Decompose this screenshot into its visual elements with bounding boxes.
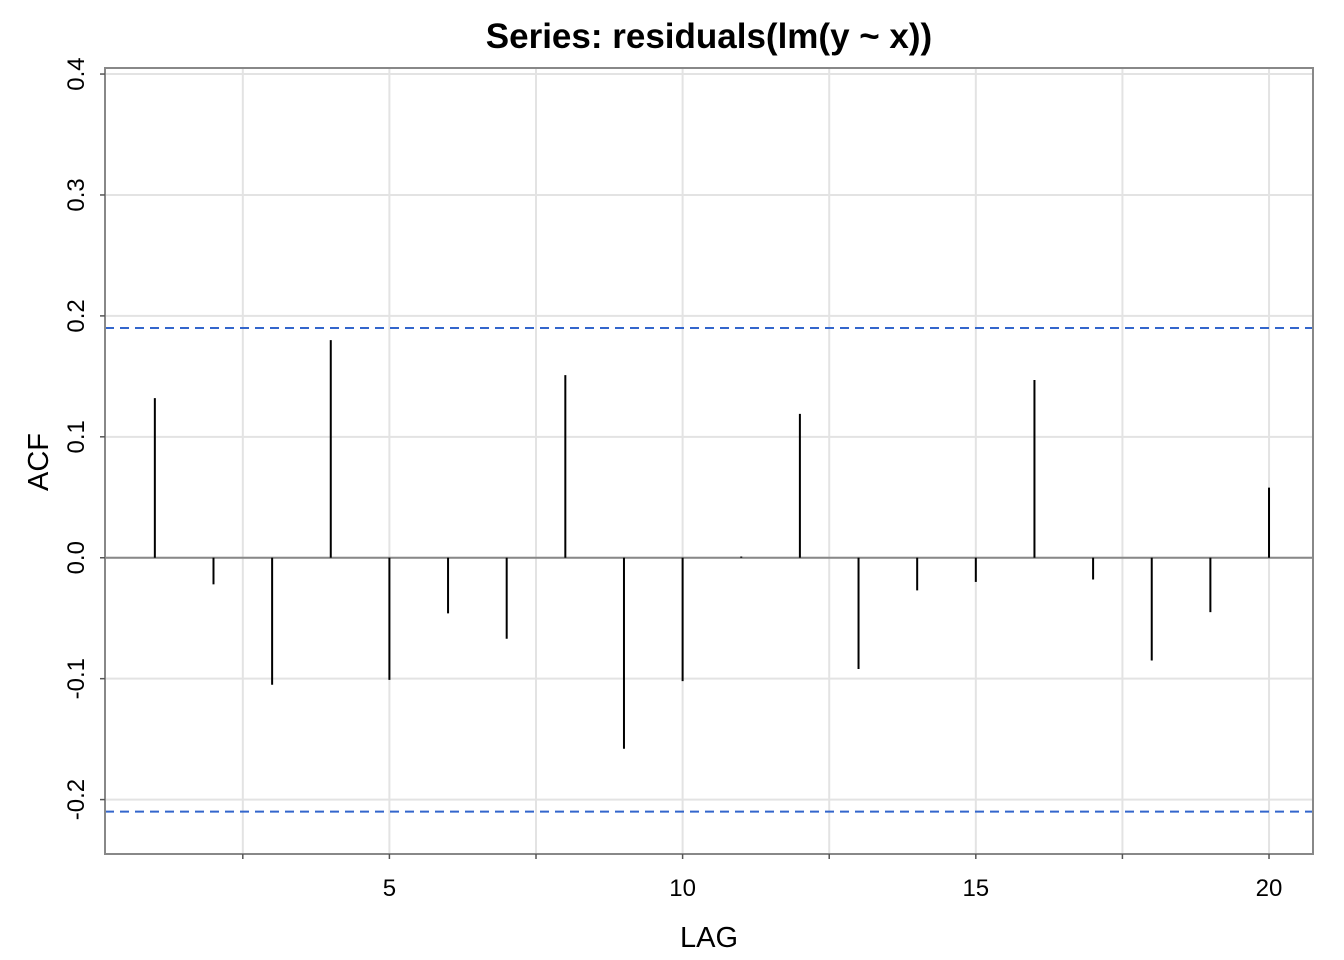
x-tick-labels: 5 10 15 20 (383, 875, 1283, 902)
y-tick-label: 0.0 (63, 541, 90, 574)
y-tick-label: 0.1 (63, 420, 90, 453)
x-axis-label: LAG (680, 922, 738, 954)
axis-ticks (100, 73, 1270, 859)
x-tick-label: 15 (962, 875, 989, 902)
chart-title: Series: residuals(lm(y ~ x)) (486, 17, 932, 56)
x-tick-label: 10 (669, 875, 696, 902)
y-tick-label: 0.4 (63, 57, 90, 90)
acf-spikes (153, 340, 1271, 749)
confidence-bounds (105, 326, 1313, 813)
x-tick-label: 5 (383, 875, 396, 902)
y-tick-label: 0.2 (63, 299, 90, 332)
x-tick-label: 20 (1256, 875, 1283, 902)
y-tick-label: -0.2 (63, 779, 90, 820)
y-axis-label: ACF (23, 433, 55, 491)
grid (105, 68, 1313, 854)
plot-frame (104, 67, 1314, 855)
y-tick-labels: -0.2 -0.1 0.0 0.1 0.2 0.3 0.4 (63, 57, 90, 820)
y-tick-label: -0.1 (63, 658, 90, 699)
y-tick-label: 0.3 (63, 178, 90, 211)
